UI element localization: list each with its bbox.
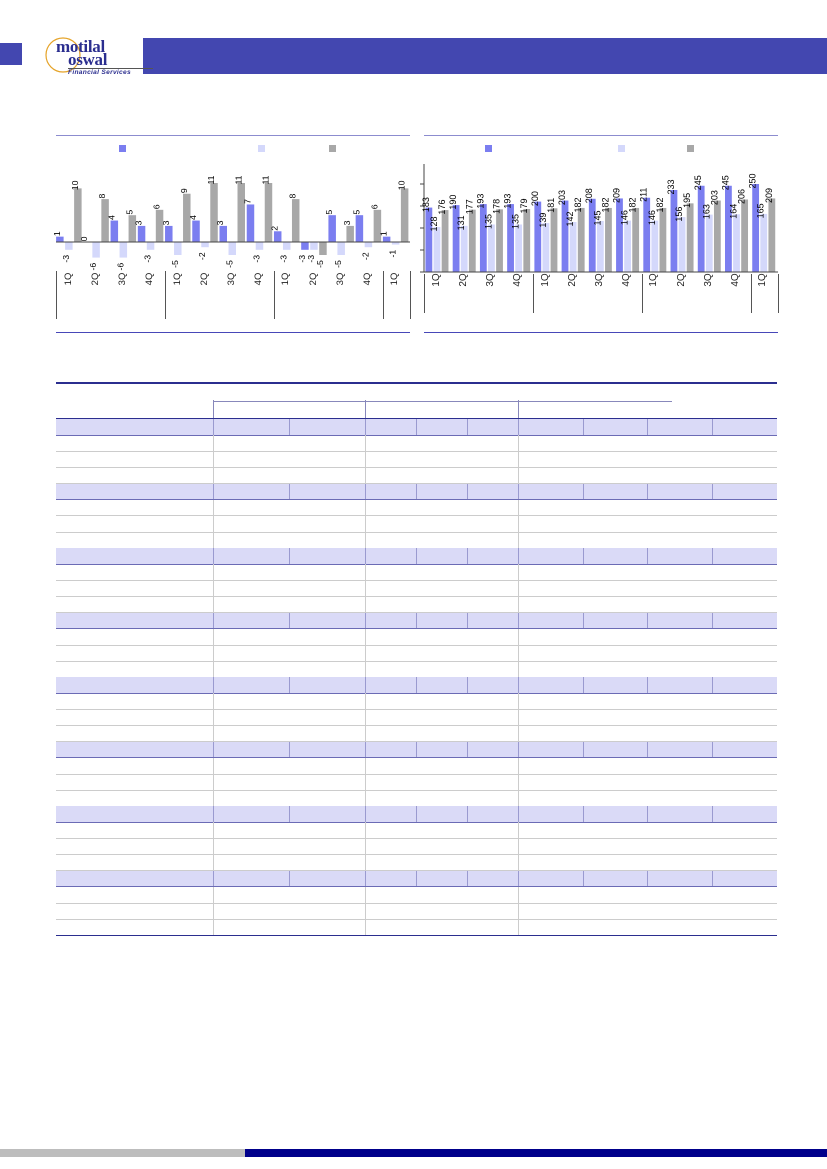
svg-text:193: 193 bbox=[503, 194, 513, 209]
svg-text:178: 178 bbox=[492, 199, 502, 214]
svg-text:-3: -3 bbox=[279, 255, 289, 263]
svg-text:181: 181 bbox=[546, 198, 556, 213]
svg-text:4: 4 bbox=[188, 215, 198, 220]
svg-text:211: 211 bbox=[639, 188, 649, 202]
svg-text:131: 131 bbox=[456, 215, 466, 230]
svg-text:11: 11 bbox=[233, 175, 243, 184]
svg-text:135: 135 bbox=[511, 214, 521, 229]
svg-text:10: 10 bbox=[70, 180, 80, 190]
svg-text:195: 195 bbox=[682, 193, 692, 208]
svg-text:3: 3 bbox=[134, 220, 144, 225]
svg-text:2: 2 bbox=[270, 226, 280, 231]
svg-text:200: 200 bbox=[530, 191, 540, 206]
svg-text:209: 209 bbox=[611, 188, 621, 203]
svg-text:139: 139 bbox=[538, 213, 548, 228]
svg-text:182: 182 bbox=[655, 197, 665, 212]
svg-text:193: 193 bbox=[475, 194, 485, 209]
svg-text:182: 182 bbox=[628, 197, 638, 212]
svg-text:128: 128 bbox=[429, 216, 439, 231]
svg-text:0: 0 bbox=[79, 236, 89, 241]
svg-text:250: 250 bbox=[748, 173, 758, 188]
svg-text:183: 183 bbox=[421, 197, 431, 212]
svg-text:-3: -3 bbox=[251, 255, 261, 263]
svg-text:206: 206 bbox=[737, 189, 747, 204]
svg-text:1: 1 bbox=[52, 231, 62, 236]
svg-text:9: 9 bbox=[179, 188, 189, 193]
svg-text:165: 165 bbox=[756, 203, 766, 218]
svg-text:176: 176 bbox=[437, 200, 447, 215]
svg-text:-3: -3 bbox=[143, 255, 153, 263]
svg-text:7: 7 bbox=[242, 199, 252, 204]
svg-text:3: 3 bbox=[215, 220, 225, 225]
svg-text:233: 233 bbox=[666, 179, 676, 194]
svg-text:6: 6 bbox=[152, 204, 162, 209]
svg-text:203: 203 bbox=[709, 190, 719, 205]
svg-text:11: 11 bbox=[206, 175, 216, 184]
svg-text:164: 164 bbox=[729, 204, 739, 219]
svg-text:11: 11 bbox=[260, 175, 270, 184]
svg-text:182: 182 bbox=[600, 197, 610, 212]
svg-text:245: 245 bbox=[720, 175, 730, 190]
svg-text:4: 4 bbox=[106, 215, 116, 220]
svg-text:190: 190 bbox=[448, 195, 458, 210]
svg-text:177: 177 bbox=[464, 199, 474, 214]
svg-text:8: 8 bbox=[97, 194, 107, 199]
svg-text:208: 208 bbox=[584, 188, 594, 203]
svg-text:5: 5 bbox=[351, 210, 361, 215]
svg-text:5: 5 bbox=[324, 210, 334, 215]
svg-text:8: 8 bbox=[288, 194, 298, 199]
svg-text:245: 245 bbox=[693, 175, 703, 190]
svg-text:142: 142 bbox=[565, 212, 575, 227]
svg-text:6: 6 bbox=[369, 204, 379, 209]
svg-text:182: 182 bbox=[573, 197, 583, 212]
svg-text:-2: -2 bbox=[197, 252, 207, 260]
svg-text:5: 5 bbox=[124, 210, 134, 215]
svg-text:203: 203 bbox=[557, 190, 567, 205]
svg-text:135: 135 bbox=[483, 214, 493, 229]
svg-text:163: 163 bbox=[701, 204, 711, 219]
svg-text:-3: -3 bbox=[61, 255, 71, 263]
svg-text:179: 179 bbox=[519, 198, 529, 213]
svg-text:1: 1 bbox=[379, 231, 389, 236]
svg-text:-1: -1 bbox=[388, 250, 398, 258]
svg-text:10: 10 bbox=[397, 180, 407, 190]
svg-text:209: 209 bbox=[764, 188, 774, 203]
svg-text:-2: -2 bbox=[360, 252, 370, 260]
svg-text:3: 3 bbox=[342, 220, 352, 225]
svg-text:3: 3 bbox=[161, 220, 171, 225]
